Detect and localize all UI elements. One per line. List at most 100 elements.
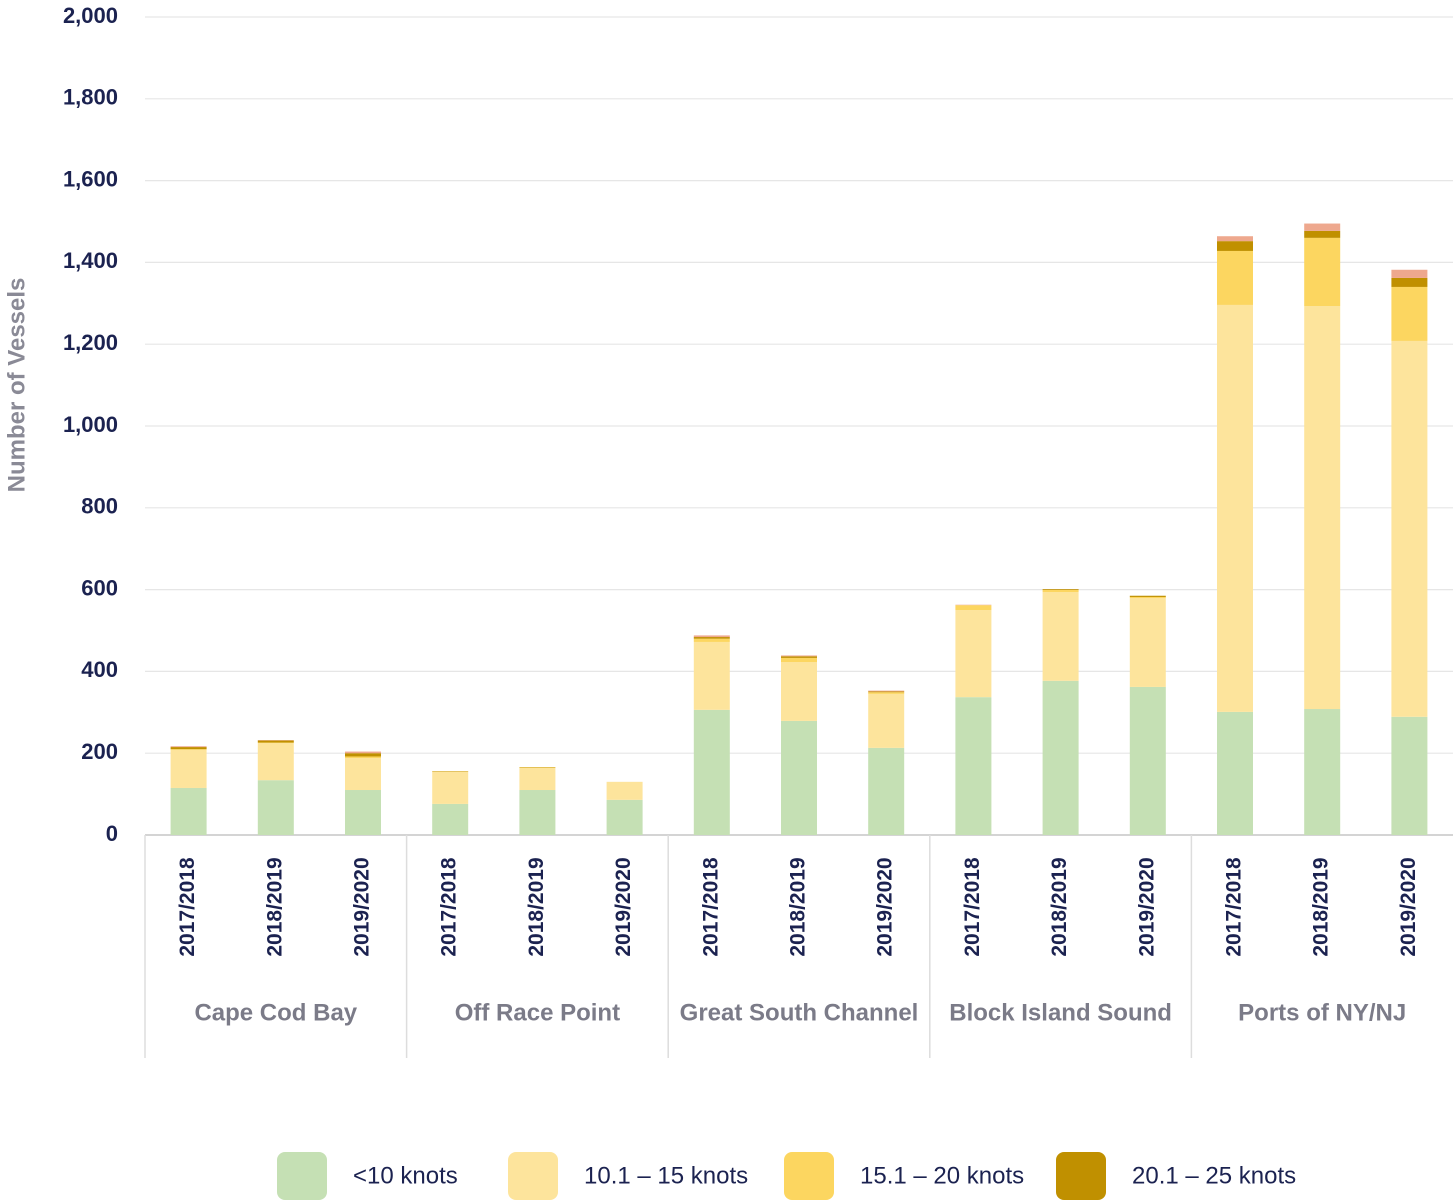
bar-segment	[1129, 595, 1166, 597]
bar-segment	[1129, 686, 1166, 835]
x-tick-label: 2019/2020	[1397, 857, 1420, 956]
legend-label: 15.1 – 20 knots	[860, 1162, 1024, 1189]
bar-segment	[257, 742, 294, 781]
bar-segment	[1304, 237, 1341, 307]
bar-segment	[170, 749, 207, 788]
y-tick-label: 600	[81, 575, 118, 600]
bar-segment	[432, 772, 469, 804]
y-tick-label: 200	[81, 739, 118, 764]
bar-segment	[868, 693, 905, 748]
y-axis-label: Number of Vessels	[3, 278, 30, 493]
x-tick-label: 2017/2018	[1223, 857, 1246, 957]
x-tick-label: 2019/2020	[874, 857, 897, 956]
legend-swatch	[784, 1152, 834, 1200]
bar-segment	[1391, 340, 1428, 717]
bar-segment	[1391, 286, 1428, 341]
bar-segment	[606, 781, 643, 800]
x-tick-label: 2017/2018	[438, 857, 461, 957]
bar-segment	[1391, 269, 1428, 278]
bar-segment	[1391, 277, 1428, 287]
bar-segment	[1304, 223, 1341, 231]
bar-segment	[1391, 716, 1428, 835]
bar-segment	[1217, 711, 1253, 835]
bar-segment	[257, 740, 294, 743]
y-tick-label: 0	[106, 821, 118, 846]
bar-segment	[519, 790, 556, 835]
bar-segment	[781, 720, 817, 835]
bar-segment	[1042, 589, 1079, 591]
x-tick-label: 2017/2018	[699, 857, 722, 957]
bar-segment	[345, 753, 381, 757]
bar-segment	[693, 635, 730, 638]
group-label: Block Island Sound	[949, 999, 1172, 1026]
bar-segment	[693, 638, 730, 642]
bar-segment	[170, 749, 207, 750]
bar-segment	[955, 605, 992, 611]
y-tick-label: 1,200	[63, 330, 118, 355]
x-tick-label: 2019/2020	[1135, 857, 1158, 956]
bar-segment	[693, 709, 730, 835]
bar-segment	[606, 799, 643, 835]
bar-segment	[345, 751, 381, 754]
x-tick-label: 2018/2019	[263, 857, 286, 956]
bar-segment	[1129, 596, 1166, 599]
group-label: Cape Cod Bay	[194, 999, 357, 1026]
bar-segment	[955, 610, 992, 698]
y-tick-label: 1,400	[63, 248, 118, 273]
legend-label: <10 knots	[353, 1162, 458, 1189]
bar-segment	[432, 803, 469, 835]
bar-segment	[868, 692, 905, 694]
bar-segment	[170, 787, 207, 835]
bar-segment	[1217, 250, 1253, 305]
bar-segment	[170, 746, 207, 748]
bar-segment	[345, 758, 381, 791]
y-tick-label: 1,000	[63, 412, 118, 437]
bar-segment	[1217, 304, 1253, 712]
bar-segment	[781, 661, 817, 721]
bar-segment	[257, 780, 294, 835]
legend-swatch	[508, 1152, 558, 1200]
bar-segment	[1304, 709, 1341, 835]
bar-segment	[781, 656, 817, 658]
x-tick-label: 2018/2019	[1310, 857, 1333, 956]
bar-segment	[1042, 590, 1079, 593]
x-tick-label: 2019/2020	[612, 857, 635, 956]
group-label: Ports of NY/NJ	[1238, 999, 1406, 1026]
bar-segment	[868, 691, 905, 693]
group-label: Off Race Point	[455, 999, 620, 1026]
y-tick-label: 400	[81, 657, 118, 682]
bar-segment	[1304, 306, 1341, 710]
bar-segment	[1129, 598, 1166, 687]
bar-segment	[1042, 680, 1079, 835]
bar-segment	[345, 756, 381, 759]
bar-segment	[868, 747, 905, 835]
x-tick-label: 2018/2019	[1048, 857, 1071, 956]
y-tick-label: 2,000	[63, 3, 118, 28]
bar-segment	[868, 690, 905, 692]
legend-label: 20.1 – 25 knots	[1132, 1162, 1296, 1189]
bar-segment	[519, 767, 556, 791]
legend-swatch	[1056, 1152, 1106, 1200]
bar-segment	[693, 637, 730, 639]
bar-segment	[781, 655, 817, 657]
bar-segment	[1042, 592, 1079, 681]
legend-label: 10.1 – 15 knots	[584, 1162, 748, 1189]
x-tick-label: 2017/2018	[961, 857, 984, 957]
bar-segment	[781, 657, 817, 662]
bar-segment	[1304, 230, 1341, 238]
y-tick-label: 1,600	[63, 166, 118, 191]
x-tick-label: 2017/2018	[176, 857, 199, 957]
group-label: Great South Channel	[680, 999, 919, 1026]
x-tick-label: 2019/2020	[351, 857, 374, 956]
bar-segment	[955, 697, 992, 835]
x-tick-label: 2018/2019	[525, 857, 548, 956]
bar-segment	[345, 790, 381, 835]
x-tick-label: 2018/2019	[787, 857, 810, 956]
bar-segment	[693, 641, 730, 710]
y-tick-label: 1,800	[63, 85, 118, 110]
bar-segment	[1217, 236, 1253, 242]
bar-segment	[1217, 241, 1253, 251]
legend-swatch	[277, 1152, 327, 1200]
y-tick-label: 800	[81, 494, 118, 519]
